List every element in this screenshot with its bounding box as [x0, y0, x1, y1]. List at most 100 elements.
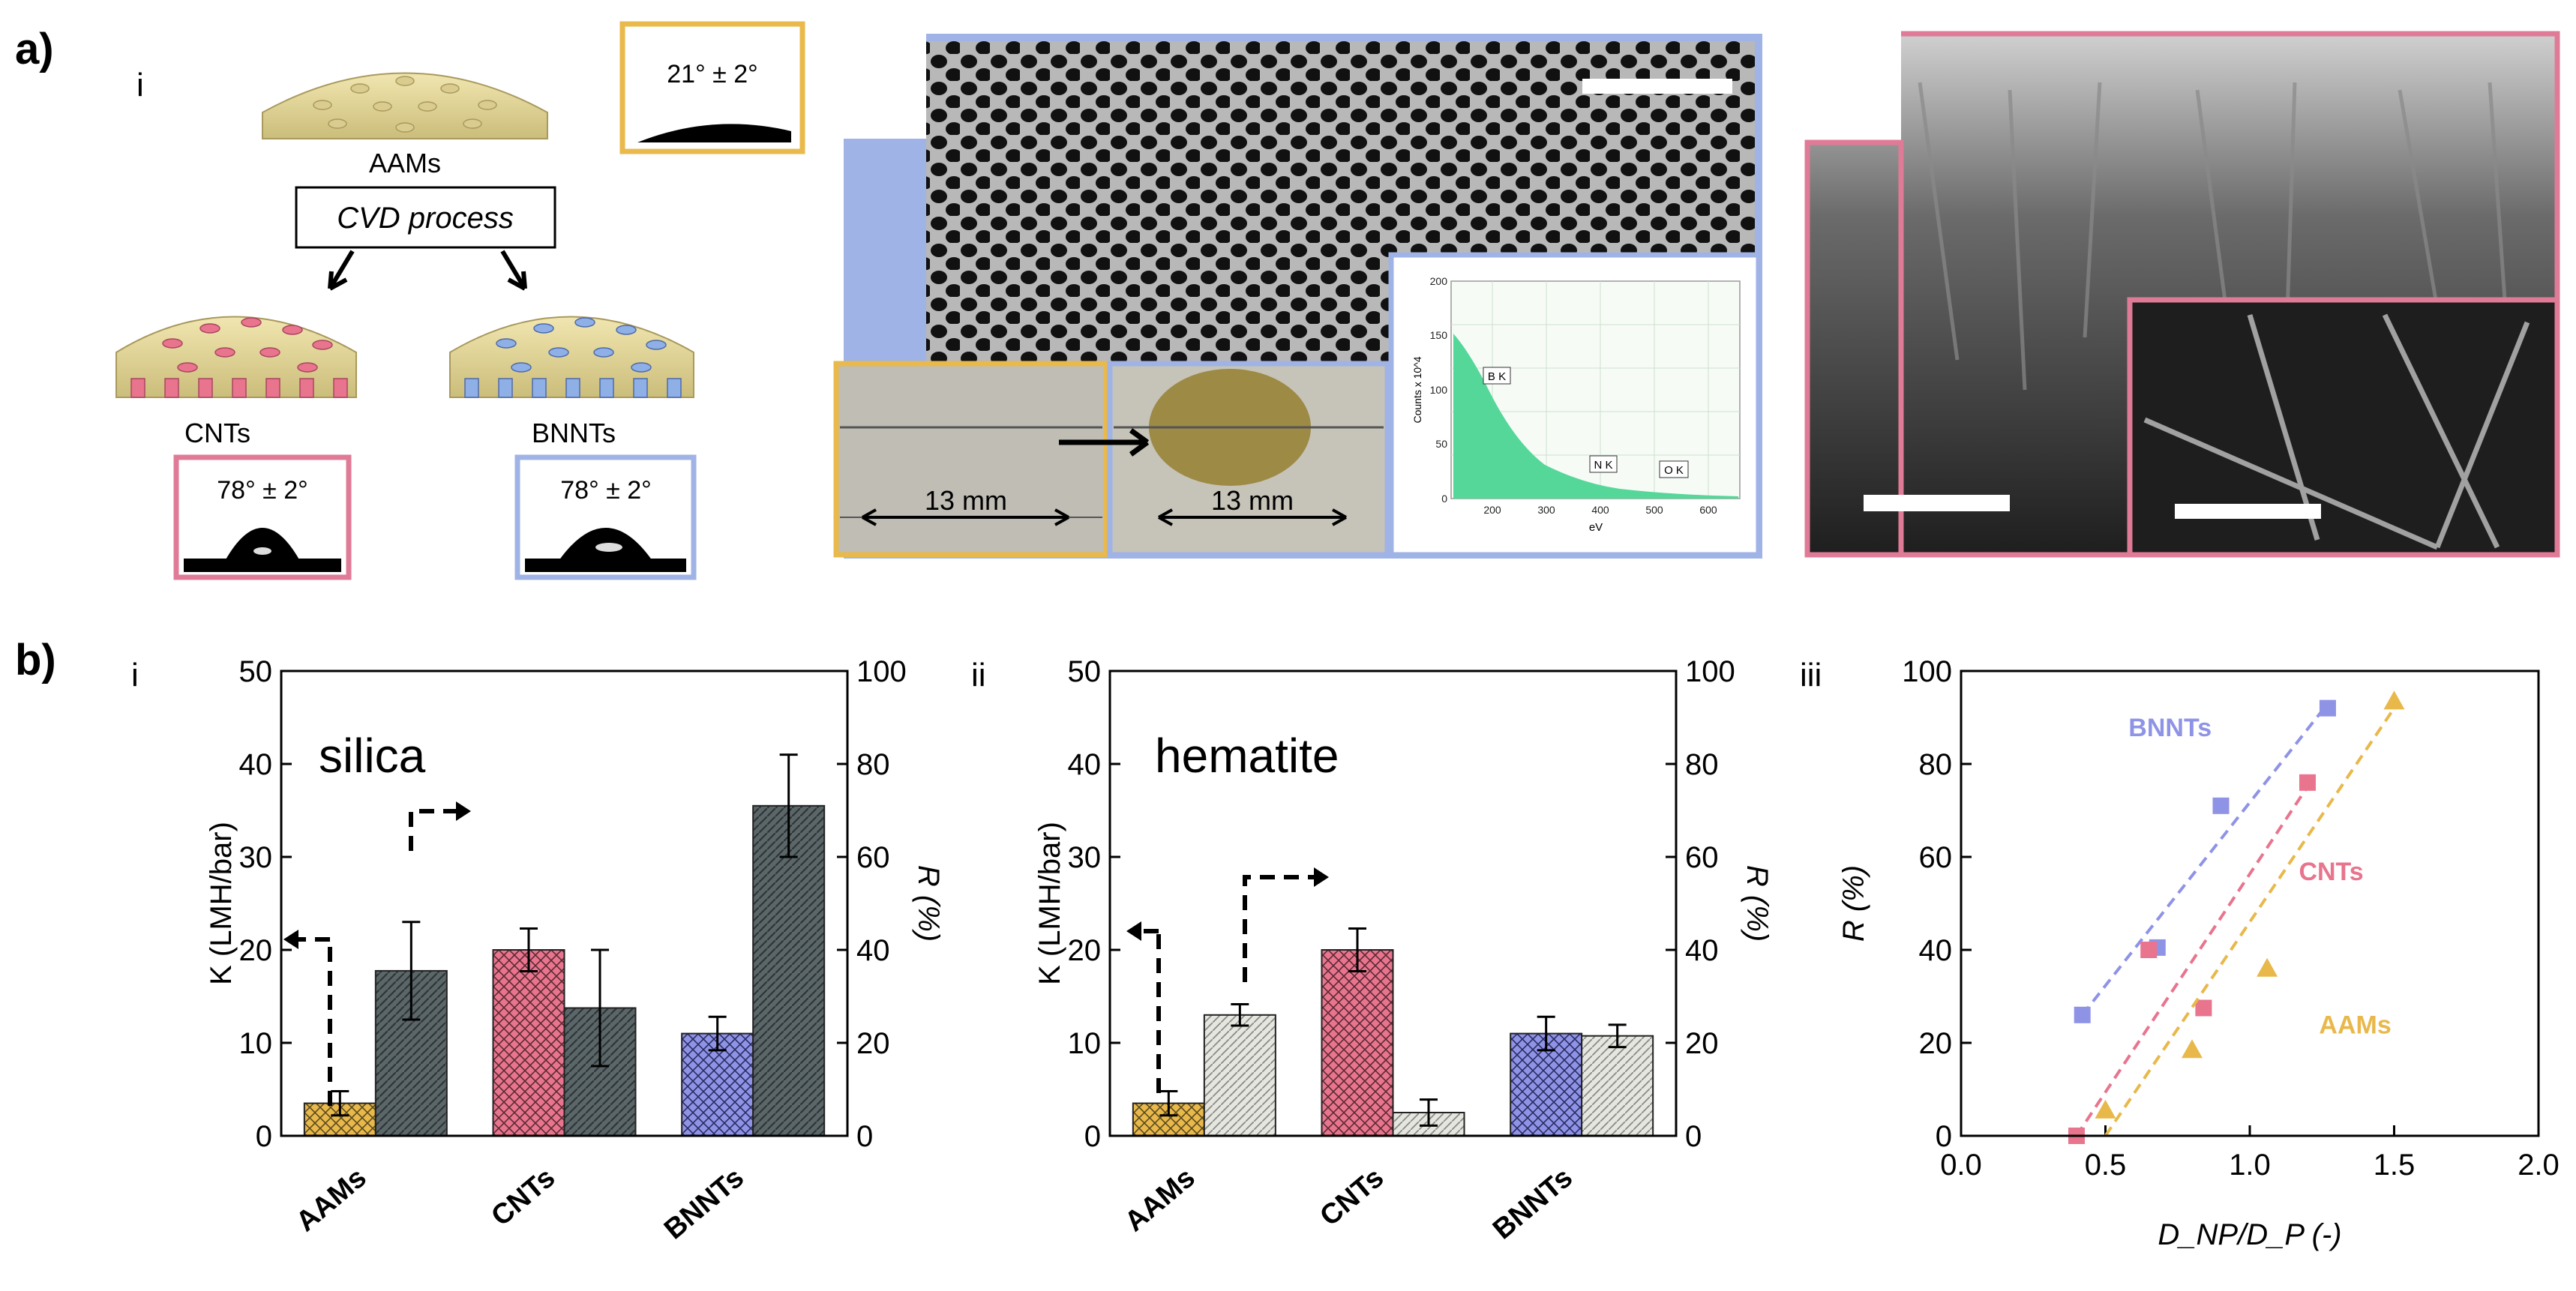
- y-tick-label: 50: [239, 655, 273, 688]
- y2-tick-label: 20: [856, 1027, 890, 1060]
- eds-peak-b: B K: [1488, 370, 1506, 383]
- point-aams: [2257, 957, 2278, 977]
- contact-angle-cnts: 78° ± 2°: [173, 454, 352, 580]
- arrow-to-bnnts: [500, 250, 527, 291]
- y2-tick-label: 0: [856, 1120, 873, 1153]
- bnnts-disc: [449, 316, 694, 398]
- y-tick-label: 0: [1936, 1120, 1952, 1153]
- y-tick-label: 10: [1068, 1027, 1102, 1060]
- point-cnts: [2299, 774, 2316, 791]
- chart-rejection-vs-ratio: 0.0 0.5 1.0 1.5 2.0 0 20 40 60 80 100 BNNTs CNTs AAMs…: [1837, 655, 2560, 1251]
- fit-line-aams: [2104, 707, 2396, 1137]
- chart-silica-ylabel: K (LMH/bar): [205, 822, 238, 985]
- fit-line-bnnts: [2081, 702, 2329, 1017]
- chart-hematite-title: hematite: [1155, 729, 1339, 783]
- chart-iii-xlabel: D_NP/D_P (-): [2158, 1218, 2341, 1251]
- x-tick-label: 0.0: [1940, 1149, 1982, 1182]
- panel-label-a: a): [15, 25, 54, 73]
- y2-tick-label: 100: [856, 655, 907, 688]
- y2-tick-label: 80: [1685, 748, 1719, 781]
- y-tick-label: 20: [1068, 934, 1102, 967]
- bnnts-label: BNNTs: [532, 418, 616, 448]
- chart-hematite: 0 10 20 30 40 50 0 20 40 60 80 100 AAMs CNTs BNNTs hem…: [1033, 655, 1774, 1246]
- eds-xtick: 300: [1537, 504, 1555, 516]
- chart-silica-title: silica: [319, 729, 426, 783]
- eds-peak-n: N K: [1594, 459, 1612, 472]
- sem-iii-scale-bar: [1864, 495, 2010, 511]
- hematite-arrow-right: [1243, 875, 1316, 982]
- y2-tick-label: 40: [1685, 934, 1719, 967]
- point-aams: [2095, 1099, 2116, 1119]
- contact-angle-bnnts: 78° ± 2°: [514, 454, 697, 580]
- point-cnts: [2140, 942, 2158, 958]
- y2-tick-label: 100: [1685, 655, 1735, 688]
- bar-k-cnts: [492, 949, 565, 1137]
- y-tick-label: 0: [1084, 1120, 1101, 1153]
- silica-arrow-right: [409, 809, 457, 851]
- point-bnnts: [2074, 1006, 2091, 1023]
- bar-r-bnnts: [1581, 1035, 1654, 1137]
- series-label-bnnts: BNNTs: [2128, 714, 2212, 742]
- dimension-right: 13 mm: [1211, 485, 1294, 516]
- membrane-schematic: AAMs CVD process: [115, 21, 805, 580]
- x-tick-label: 1.5: [2374, 1149, 2416, 1182]
- category-label: CNTs: [485, 1162, 561, 1233]
- eds-ylabel: Counts x 10^4: [1411, 356, 1423, 423]
- chart-iii-ylabel: R (%): [1837, 865, 1870, 942]
- y-tick-label: 100: [1902, 655, 1952, 688]
- eds-ytick: 0: [1441, 493, 1447, 505]
- fit-line-cnts: [2075, 777, 2315, 1137]
- point-aams: [2182, 1039, 2203, 1059]
- cnts-label: CNTs: [184, 418, 250, 448]
- aams-label: AAMs: [369, 148, 441, 178]
- bar-r-aams: [1203, 1014, 1276, 1137]
- chart-hematite-y2label: R (%): [1741, 865, 1774, 942]
- contact-angle-aams-value: 21° ± 2°: [667, 60, 757, 88]
- silica-arrow-left: [285, 937, 332, 1106]
- category-label: BNNTs: [1487, 1162, 1579, 1246]
- category-label: AAMs: [290, 1162, 372, 1238]
- chart-silica-y2label: R (%): [912, 865, 945, 942]
- category-label: BNNTs: [658, 1162, 750, 1246]
- arrow-to-cnts: [328, 250, 355, 291]
- eds-xlabel: eV: [1589, 521, 1603, 534]
- dimension-left: 13 mm: [925, 485, 1007, 516]
- sem-panel-iii: [1804, 30, 2560, 558]
- sem-scale-bar: [1582, 79, 1732, 94]
- x-tick-label: 1.0: [2229, 1149, 2271, 1182]
- photo-bnnts: 13 mm: [1107, 361, 1390, 558]
- y2-tick-label: 60: [1685, 841, 1719, 874]
- bar-r-bnnts: [752, 804, 826, 1137]
- y-tick-label: 40: [1919, 934, 1953, 967]
- photo-arrow: [1059, 428, 1150, 457]
- sub-label-a-i: i: [136, 67, 144, 103]
- y-tick-label: 30: [1068, 841, 1102, 874]
- sem-panel-ii: 13 mm 13 mm 0 50 100: [833, 30, 1762, 559]
- y2-tick-label: 20: [1685, 1027, 1719, 1060]
- photo-aams: 13 mm: [833, 361, 1109, 558]
- y2-tick-label: 60: [856, 841, 890, 874]
- eds-xtick: 600: [1699, 504, 1717, 516]
- point-bnnts: [2319, 699, 2336, 717]
- eds-ytick: 100: [1430, 384, 1448, 396]
- eds-xtick: 200: [1483, 504, 1501, 516]
- sub-label-b-ii: ii: [971, 657, 986, 693]
- eds-peak-o: O K: [1664, 464, 1684, 477]
- y2-tick-label: 0: [1685, 1120, 1702, 1153]
- y-tick-label: 40: [239, 748, 273, 781]
- x-tick-label: 0.5: [2085, 1149, 2127, 1182]
- y-tick-label: 30: [239, 841, 273, 874]
- eds-spectrum: 0 50 100 150 200 200 300 400 500 600 eV …: [1388, 252, 1762, 558]
- cvd-process-box: [295, 186, 556, 249]
- contact-angle-cnts-value: 78° ± 2°: [217, 476, 307, 505]
- category-label: AAMs: [1119, 1162, 1201, 1238]
- y-tick-label: 50: [1068, 655, 1102, 688]
- x-tick-label: 2.0: [2518, 1149, 2560, 1182]
- contact-angle-bnnts-value: 78° ± 2°: [560, 476, 651, 505]
- y2-tick-label: 40: [856, 934, 890, 967]
- chart-hematite-ylabel: K (LMH/bar): [1033, 822, 1066, 985]
- hematite-arrow-left: [1132, 929, 1161, 1093]
- y-tick-label: 20: [1919, 1027, 1953, 1060]
- series-label-cnts: CNTs: [2299, 858, 2363, 886]
- eds-xtick: 400: [1591, 504, 1609, 516]
